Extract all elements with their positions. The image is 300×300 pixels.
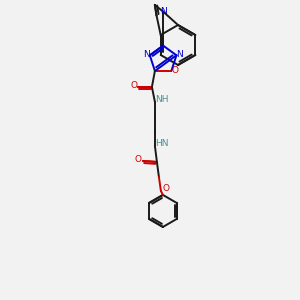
Text: O: O bbox=[162, 184, 169, 194]
Text: O: O bbox=[130, 81, 137, 90]
Text: N: N bbox=[160, 7, 166, 16]
Text: O: O bbox=[172, 66, 179, 75]
Text: HN: HN bbox=[155, 140, 169, 148]
Text: N: N bbox=[143, 50, 150, 59]
Text: N: N bbox=[176, 50, 183, 59]
Text: O: O bbox=[134, 155, 141, 164]
Text: NH: NH bbox=[155, 95, 169, 104]
